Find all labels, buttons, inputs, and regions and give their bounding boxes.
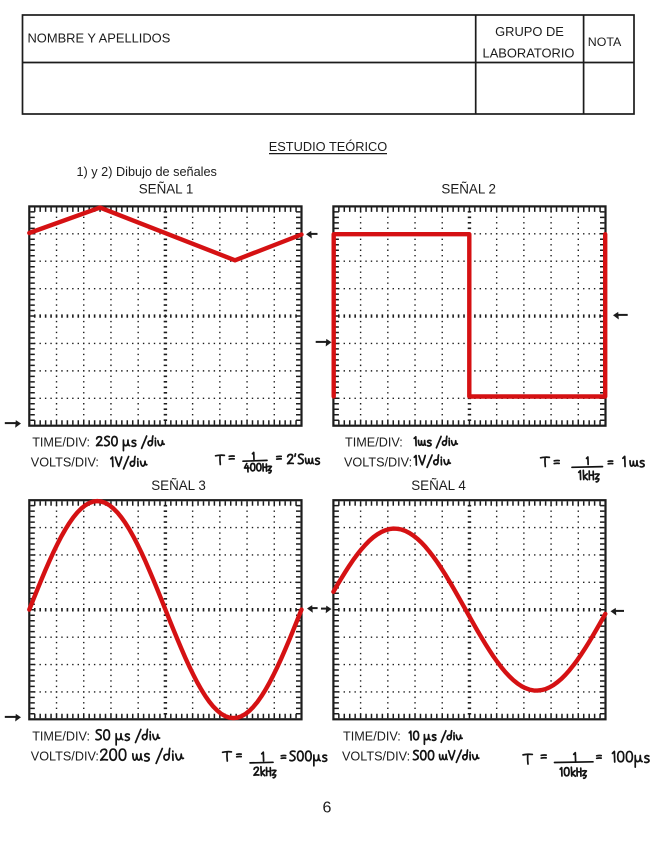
svg-text:GRUPO DE: GRUPO DE <box>495 24 564 39</box>
svg-text:6: 6 <box>323 800 332 817</box>
svg-text:NOTA: NOTA <box>588 35 622 49</box>
svg-text:LABORATORIO: LABORATORIO <box>483 46 575 61</box>
svg-text:TIME/DIV:: TIME/DIV: <box>32 730 90 744</box>
svg-text:VOLTS/DIV:: VOLTS/DIV: <box>31 456 99 470</box>
svg-text:NOMBRE Y APELLIDOS: NOMBRE Y APELLIDOS <box>28 31 171 46</box>
svg-text:TIME/DIV:: TIME/DIV: <box>343 730 401 744</box>
svg-text:VOLTS/DIV:: VOLTS/DIV: <box>31 750 99 764</box>
svg-text:SEÑAL 3: SEÑAL 3 <box>151 478 206 493</box>
svg-text:SEÑAL 4: SEÑAL 4 <box>411 478 466 493</box>
svg-text:VOLTS/DIV:: VOLTS/DIV: <box>344 456 412 470</box>
svg-text:TIME/DIV:: TIME/DIV: <box>32 436 90 450</box>
svg-text:TIME/DIV:: TIME/DIV: <box>345 436 403 450</box>
svg-text:ESTUDIO TEÓRICO: ESTUDIO TEÓRICO <box>269 139 388 154</box>
svg-text:1) y 2) Dibujo de señales: 1) y 2) Dibujo de señales <box>77 165 217 179</box>
svg-text:VOLTS/DIV:: VOLTS/DIV: <box>342 750 410 764</box>
svg-text:SEÑAL 2: SEÑAL 2 <box>441 182 496 197</box>
svg-text:SEÑAL 1: SEÑAL 1 <box>139 182 194 197</box>
